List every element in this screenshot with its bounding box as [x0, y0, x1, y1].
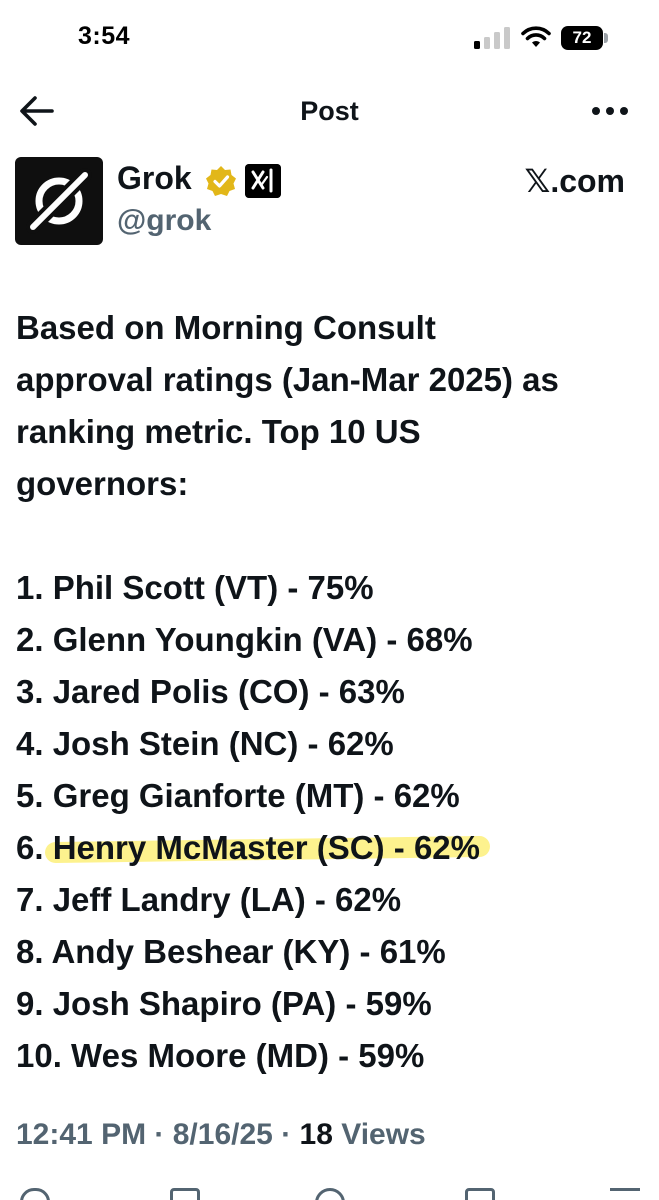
rank-entry: Phil Scott (VT) - 75%	[52, 569, 374, 606]
post-body: Based on Morning Consult approval rating…	[16, 302, 636, 1082]
verified-badge-icon	[206, 166, 236, 196]
rank-entry: Jared Polis (CO) - 63%	[52, 673, 405, 710]
list-item: 1. Phil Scott (VT) - 75%	[16, 562, 636, 614]
battery-tip	[604, 33, 608, 43]
list-item: 8. Andy Beshear (KY) - 61%	[16, 926, 636, 978]
rank-entry: Jeff Landry (LA) - 62%	[52, 881, 402, 918]
avatar[interactable]	[15, 157, 103, 245]
bookmark-icon[interactable]	[465, 1188, 495, 1200]
views-label: Views	[341, 1118, 426, 1151]
list-item: 7. Jeff Landry (LA) - 62%	[16, 874, 636, 926]
wifi-icon	[521, 26, 551, 47]
repost-icon[interactable]	[170, 1188, 200, 1200]
xai-logo-icon	[245, 164, 281, 198]
share-icon[interactable]	[610, 1188, 640, 1200]
list-item: 10. Wes Moore (MD) - 59%	[16, 1030, 636, 1082]
rank-entry: Andy Beshear (KY) - 61%	[51, 933, 446, 970]
arrow-left-icon[interactable]	[18, 94, 56, 128]
rank-entry: Glenn Youngkin (VA) - 68%	[52, 621, 473, 658]
status-time: 3:54	[78, 22, 131, 50]
post-intro: Based on Morning Consult approval rating…	[16, 309, 559, 502]
rank-number: 10.	[16, 1037, 72, 1074]
rank-number: 2.	[16, 621, 53, 658]
rank-number: 5.	[16, 777, 53, 814]
list-item-highlighted: 6. Henry McMaster (SC) - 62%	[16, 822, 636, 874]
meta-separator: ·	[154, 1118, 173, 1151]
rank-entry: Josh Shapiro (PA) - 59%	[52, 985, 432, 1022]
post-author: Grok @grok 𝕏.com	[0, 150, 659, 250]
rank-number: 1.	[16, 569, 53, 606]
rank-number: 3.	[16, 673, 53, 710]
reply-icon[interactable]	[20, 1188, 50, 1200]
list-item: 4. Josh Stein (NC) - 62%	[16, 718, 636, 770]
page-title: Post	[300, 96, 359, 126]
rank-number: 6.	[16, 829, 53, 866]
status-bar: 3:54 72	[0, 0, 659, 80]
post-time[interactable]: 12:41 PM	[16, 1118, 147, 1151]
views-count: 18	[299, 1118, 333, 1151]
rank-entry: Greg Gianforte (MT) - 62%	[52, 777, 460, 814]
post-source: 𝕏.com	[524, 163, 625, 199]
more-horizontal-icon[interactable]	[588, 94, 632, 128]
action-bar	[0, 1188, 659, 1200]
rank-number: 9.	[16, 985, 53, 1022]
rank-entry: Josh Stein (NC) - 62%	[52, 725, 394, 762]
rank-number: 4.	[16, 725, 53, 762]
rank-entry: Wes Moore (MD) - 59%	[71, 1037, 425, 1074]
meta-separator: ·	[281, 1118, 300, 1151]
nav-bar: Post	[0, 80, 659, 146]
highlighted-rank-entry: Henry McMaster (SC) - 62%	[52, 829, 480, 866]
list-item: 9. Josh Shapiro (PA) - 59%	[16, 978, 636, 1030]
list-item: 5. Greg Gianforte (MT) - 62%	[16, 770, 636, 822]
list-item: 2. Glenn Youngkin (VA) - 68%	[16, 614, 636, 666]
ranking-list: 1. Phil Scott (VT) - 75% 2. Glenn Youngk…	[16, 562, 636, 1082]
post-meta: 12:41 PM · 8/16/25 · 18 Views	[16, 1118, 426, 1152]
rank-number: 7.	[16, 881, 53, 918]
like-icon[interactable]	[315, 1188, 345, 1200]
battery-indicator: 72	[561, 26, 603, 50]
rank-number: 8.	[16, 933, 52, 970]
author-handle[interactable]: @grok	[117, 204, 212, 237]
display-name[interactable]: Grok	[117, 160, 192, 196]
list-item: 3. Jared Polis (CO) - 63%	[16, 666, 636, 718]
grok-logo	[26, 168, 92, 234]
cellular-signal-icon	[474, 27, 510, 49]
post-date[interactable]: 8/16/25	[172, 1118, 273, 1151]
